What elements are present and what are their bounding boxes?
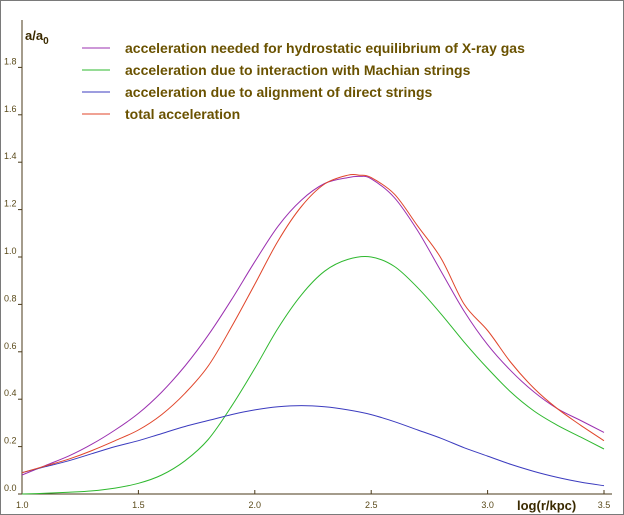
legend-label: acceleration needed for hydrostatic equi… bbox=[125, 40, 525, 56]
series-line-4 bbox=[21, 173, 605, 474]
x-tick-label: 3.0 bbox=[481, 500, 494, 510]
y-tick-label: 1.8 bbox=[4, 56, 17, 66]
x-tick-label: 2.5 bbox=[365, 500, 378, 510]
x-tick-label: 3.5 bbox=[598, 500, 611, 510]
legend-label: total acceleration bbox=[125, 106, 240, 122]
legend-label: acceleration due to interaction with Mac… bbox=[125, 62, 471, 78]
y-axis-label-sub: 0 bbox=[43, 36, 49, 47]
y-tick-label: 1.4 bbox=[4, 151, 17, 161]
series-line-1 bbox=[21, 175, 605, 476]
x-tick-label: 2.0 bbox=[249, 500, 262, 510]
legend-label: acceleration due to alignment of direct … bbox=[125, 84, 432, 100]
y-tick-label: 0.4 bbox=[4, 388, 17, 398]
y-tick-label: 0.0 bbox=[4, 483, 17, 493]
series-line-2 bbox=[21, 256, 605, 495]
y-tick-label: 0.8 bbox=[4, 293, 17, 303]
x-tick-label: 1.0 bbox=[16, 500, 29, 510]
y-axis-label: a/a0 bbox=[25, 28, 49, 47]
y-tick-label: 1.2 bbox=[4, 199, 17, 209]
series-lines bbox=[21, 173, 605, 495]
x-axis-label: log(r/kpc) bbox=[517, 498, 576, 513]
y-tick-label: 0.2 bbox=[4, 436, 17, 446]
y-tick-label: 1.0 bbox=[4, 246, 17, 256]
series-line-3 bbox=[21, 405, 605, 487]
x-tick-label: 1.5 bbox=[132, 500, 145, 510]
ticks: 1.0 1.5 2.0 2.5 3.0 3.5 0.0 0.2 0.4 0.6 0.8 1.0 1.2 1… bbox=[4, 56, 610, 510]
y-axis-label-main: a/a bbox=[25, 28, 44, 43]
legend: acceleration needed for hydrostatic equi… bbox=[82, 40, 525, 122]
y-tick-label: 0.6 bbox=[4, 341, 17, 351]
y-tick-label: 1.6 bbox=[4, 104, 17, 114]
